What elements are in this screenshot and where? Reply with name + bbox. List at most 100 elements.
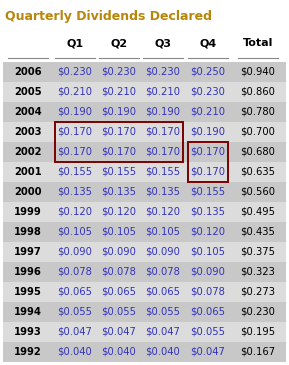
Text: $0.273: $0.273 (240, 287, 275, 297)
Text: $0.078: $0.078 (101, 267, 136, 277)
Text: $0.065: $0.065 (101, 287, 136, 297)
Text: $0.230: $0.230 (146, 67, 180, 77)
Text: $0.055: $0.055 (190, 327, 225, 337)
Text: $0.375: $0.375 (240, 247, 275, 257)
Text: $0.105: $0.105 (58, 227, 92, 237)
Text: $0.135: $0.135 (145, 187, 181, 197)
Text: $0.120: $0.120 (101, 207, 136, 217)
Text: $0.230: $0.230 (58, 67, 92, 77)
Text: $0.230: $0.230 (190, 87, 225, 97)
Text: 1995: 1995 (14, 287, 42, 297)
Bar (3, 262, 286, 282)
Text: $0.170: $0.170 (190, 147, 225, 157)
Text: $0.155: $0.155 (58, 167, 92, 177)
Text: $0.135: $0.135 (190, 207, 225, 217)
Bar (3, 322, 286, 342)
Text: $0.700: $0.700 (240, 127, 275, 137)
Text: $0.495: $0.495 (240, 207, 275, 217)
Text: $0.055: $0.055 (145, 307, 181, 317)
Text: $0.040: $0.040 (102, 347, 136, 357)
Text: $0.190: $0.190 (145, 107, 181, 117)
Text: $0.078: $0.078 (58, 267, 92, 277)
Text: $0.155: $0.155 (101, 167, 137, 177)
Text: 2003: 2003 (14, 127, 42, 137)
Text: $0.105: $0.105 (101, 227, 136, 237)
Text: 1999: 1999 (14, 207, 42, 217)
Text: $0.230: $0.230 (240, 307, 275, 317)
Text: $0.155: $0.155 (145, 167, 181, 177)
Text: 1998: 1998 (14, 227, 42, 237)
Text: Quarterly Dividends Declared: Quarterly Dividends Declared (5, 10, 212, 23)
Text: $0.055: $0.055 (101, 307, 136, 317)
Text: Q1: Q1 (66, 38, 84, 48)
Text: $0.210: $0.210 (190, 107, 225, 117)
Bar (55, 122, 183, 162)
Text: $0.940: $0.940 (240, 67, 275, 77)
Bar (3, 142, 286, 162)
Bar (3, 302, 286, 322)
Text: $0.047: $0.047 (190, 347, 225, 357)
Bar (3, 222, 286, 242)
Text: Q3: Q3 (155, 38, 171, 48)
Text: $0.167: $0.167 (240, 347, 276, 357)
Text: $0.323: $0.323 (240, 267, 275, 277)
Text: $0.078: $0.078 (146, 267, 180, 277)
Bar (3, 342, 286, 362)
Text: 1993: 1993 (14, 327, 42, 337)
Text: $0.635: $0.635 (240, 167, 275, 177)
Text: $0.120: $0.120 (58, 207, 92, 217)
Text: $0.065: $0.065 (145, 287, 181, 297)
Bar (3, 242, 286, 262)
Text: $0.135: $0.135 (101, 187, 136, 197)
Text: $0.135: $0.135 (58, 187, 92, 197)
Text: $0.105: $0.105 (145, 227, 181, 237)
Text: $0.250: $0.250 (190, 67, 225, 77)
Text: $0.055: $0.055 (58, 307, 92, 317)
Text: $0.170: $0.170 (58, 127, 92, 137)
Text: $0.170: $0.170 (101, 127, 136, 137)
Text: $0.780: $0.780 (240, 107, 275, 117)
Text: $0.090: $0.090 (146, 247, 180, 257)
Text: $0.065: $0.065 (190, 307, 225, 317)
Text: $0.065: $0.065 (58, 287, 92, 297)
Text: $0.560: $0.560 (240, 187, 275, 197)
Text: $0.047: $0.047 (101, 327, 136, 337)
Text: $0.680: $0.680 (240, 147, 275, 157)
Text: $0.040: $0.040 (58, 347, 92, 357)
Text: $0.190: $0.190 (101, 107, 136, 117)
Bar (3, 62, 286, 82)
Text: $0.155: $0.155 (190, 187, 225, 197)
Text: 1994: 1994 (14, 307, 42, 317)
Text: 2006: 2006 (14, 67, 42, 77)
Text: $0.105: $0.105 (190, 247, 225, 257)
Text: 2001: 2001 (14, 167, 42, 177)
Text: $0.210: $0.210 (101, 87, 136, 97)
Text: $0.090: $0.090 (190, 267, 225, 277)
Text: $0.190: $0.190 (190, 127, 225, 137)
Text: $0.435: $0.435 (240, 227, 275, 237)
Bar (3, 162, 286, 182)
Text: $0.170: $0.170 (58, 147, 92, 157)
Text: $0.195: $0.195 (240, 327, 276, 337)
Bar (3, 102, 286, 122)
Text: $0.170: $0.170 (145, 127, 181, 137)
Bar (3, 182, 286, 202)
Text: $0.047: $0.047 (146, 327, 180, 337)
Text: Q4: Q4 (199, 38, 217, 48)
Text: 1992: 1992 (14, 347, 42, 357)
Text: 2004: 2004 (14, 107, 42, 117)
Bar (188, 142, 228, 182)
Text: $0.170: $0.170 (145, 147, 181, 157)
Text: 1997: 1997 (14, 247, 42, 257)
Text: $0.210: $0.210 (58, 87, 92, 97)
Text: $0.170: $0.170 (101, 147, 136, 157)
Text: $0.047: $0.047 (58, 327, 92, 337)
Text: $0.078: $0.078 (190, 287, 225, 297)
Bar (3, 82, 286, 102)
Text: 2000: 2000 (14, 187, 42, 197)
Text: 2002: 2002 (14, 147, 42, 157)
Text: $0.090: $0.090 (58, 247, 92, 257)
Text: Total: Total (243, 38, 273, 48)
Bar (3, 202, 286, 222)
Text: $0.120: $0.120 (145, 207, 181, 217)
